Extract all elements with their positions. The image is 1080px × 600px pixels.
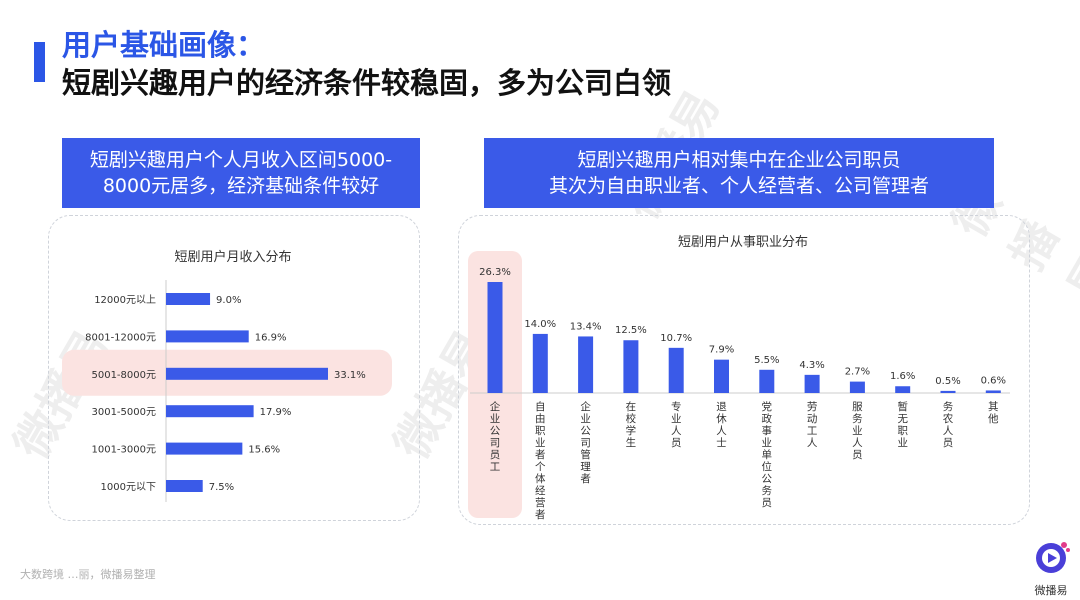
category-label: 3001-5000元 [91, 407, 156, 418]
data-label: 13.4% [570, 321, 602, 332]
bar [668, 347, 684, 393]
category-label: 12000元以上 [94, 294, 156, 306]
bar [623, 340, 639, 393]
data-label: 1.6% [890, 371, 915, 382]
play-icon [1036, 542, 1070, 573]
category-label: 党政事业单位公务员 [762, 400, 773, 509]
data-label: 0.6% [981, 375, 1006, 386]
title-accent-bar [34, 42, 45, 82]
data-label: 14.0% [524, 319, 556, 330]
right-summary-line1: 短剧兴趣用户相对集中在企业公司职员 [577, 149, 901, 171]
data-label: 26.3% [479, 267, 511, 278]
income-chart-panel [48, 215, 420, 521]
right-summary-box: 短剧兴趣用户相对集中在企业公司职员 其次为自由职业者、个人经营者、公司管理者 [484, 138, 994, 208]
logo-text: 微播易 [1034, 584, 1068, 597]
right-summary-line2: 其次为自由职业者、个人经营者、公司管理者 [548, 175, 929, 197]
data-label: 7.5% [209, 482, 234, 493]
category-label: 务农人员 [943, 400, 954, 449]
data-label: 2.7% [845, 367, 870, 378]
category-label: 8001-12000元 [85, 332, 156, 343]
data-label: 0.5% [935, 376, 960, 387]
category-label: 1001-3000元 [91, 445, 156, 456]
page-title: 用户基础画像： [62, 28, 266, 62]
category-label: 其他 [988, 401, 999, 425]
data-label: 9.0% [216, 295, 241, 306]
data-label: 33.1% [334, 370, 366, 381]
category-label: 5001-8000元 [91, 370, 156, 381]
bar [759, 369, 775, 393]
bar [166, 330, 249, 343]
data-label: 12.5% [615, 325, 647, 336]
data-label: 16.9% [255, 332, 287, 343]
left-summary-box: 短剧兴趣用户个人月收入区间5000- 8000元居多，经济基础条件较好 [62, 138, 420, 208]
bar [849, 381, 865, 393]
category-label: 1000元以下 [101, 482, 156, 493]
data-label: 4.3% [799, 360, 824, 371]
bar [578, 336, 594, 393]
data-label: 5.5% [754, 355, 779, 366]
income-chart-title: 短剧用户月收入分布 [174, 250, 292, 265]
bar [166, 367, 328, 380]
bar [940, 390, 956, 393]
data-label: 17.9% [260, 407, 292, 418]
data-label: 10.7% [660, 333, 692, 344]
brand-logo: 微播易 [1030, 538, 1072, 597]
left-summary-line2: 8000元居多，经济基础条件较好 [102, 175, 380, 197]
bar [487, 282, 503, 393]
bar [532, 333, 548, 393]
category-label: 退休人士 [716, 401, 727, 449]
category-label: 自由职业者个体经营者 [535, 400, 546, 521]
occupation-chart-title: 短剧用户从事职业分布 [677, 235, 808, 250]
category-label: 专业人员 [671, 400, 682, 449]
bar [804, 374, 820, 393]
left-summary-line1: 短剧兴趣用户个人月收入区间5000- [89, 149, 393, 171]
occupation-chart-panel [458, 215, 1030, 525]
bar [166, 480, 203, 492]
category-label: 劳动工人 [807, 400, 818, 449]
category-label: 企业公司管理者 [580, 400, 591, 485]
category-label: 服务业人员 [852, 401, 863, 461]
bar [166, 293, 211, 305]
category-label: 暂无职业 [897, 401, 908, 449]
data-label: 7.9% [709, 345, 734, 356]
bar [166, 442, 243, 455]
bar [714, 359, 729, 393]
bar [985, 390, 1001, 393]
category-label: 企业公司员工 [490, 400, 501, 473]
bar [166, 405, 254, 418]
bar [895, 386, 911, 393]
source-note: 大数跨境 …丽，微播易整理 [20, 568, 156, 581]
data-label: 15.6% [248, 445, 280, 456]
category-label: 在校学生 [626, 401, 637, 449]
page-subtitle: 短剧兴趣用户的经济条件较稳固，多为公司白领 [62, 66, 672, 100]
